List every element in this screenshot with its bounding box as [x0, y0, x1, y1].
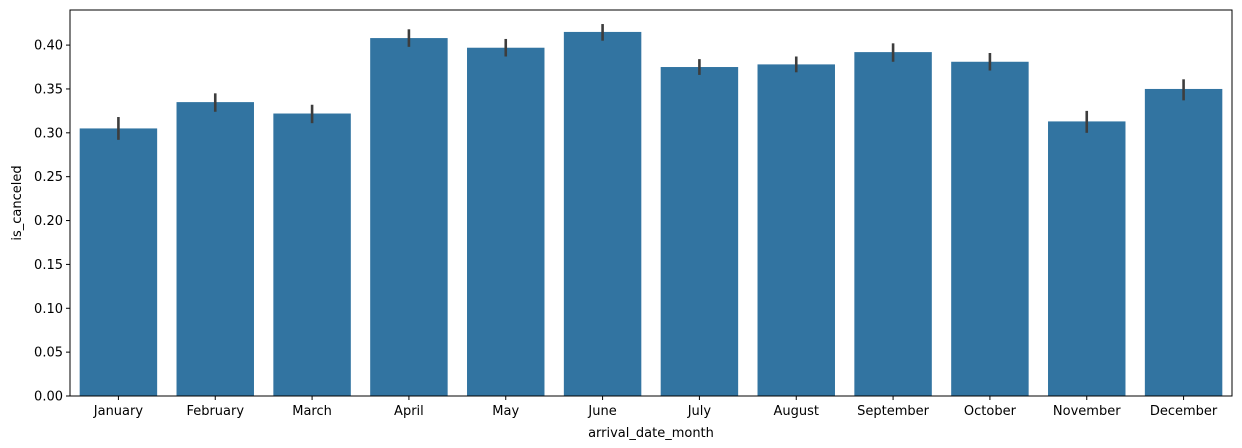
bars-group: [79, 31, 1223, 397]
bar-august: [757, 64, 835, 397]
bar-december: [1144, 88, 1223, 397]
bar-february: [176, 102, 254, 396]
y-tick-label: 0.35: [34, 82, 63, 97]
y-tick-label: 0.10: [34, 302, 63, 317]
y-tick-label: 0.25: [34, 170, 63, 185]
y-tick-label: 0.05: [34, 346, 63, 361]
bar-june: [563, 31, 642, 396]
bar-september: [854, 52, 932, 396]
x-axis-label: arrival_date_month: [588, 426, 714, 441]
bar-november: [1048, 121, 1126, 396]
y-tick-label: 0.40: [34, 39, 63, 54]
bar-october: [951, 61, 1029, 396]
x-tick-label-may: May: [492, 404, 519, 419]
x-tick-label-february: February: [186, 404, 244, 419]
y-axis-ticks: 0.00 0.05 0.10 0.15 0.20 0.25 0.30 0.35 0.40: [34, 39, 70, 405]
x-tick-label-november: November: [1053, 404, 1121, 419]
x-tick-label-april: April: [394, 404, 424, 419]
x-tick-label-october: October: [964, 404, 1017, 419]
plot-frame: [69, 9, 1233, 397]
y-tick-label: 0.00: [34, 390, 63, 405]
bar-may: [467, 47, 545, 397]
y-tick-label: 0.20: [34, 214, 63, 229]
bar-january: [79, 128, 158, 396]
y-tick-label: 0.15: [34, 258, 63, 273]
x-tick-label-december: December: [1150, 404, 1218, 419]
x-tick-label-september: September: [857, 404, 930, 419]
x-tick-label-july: July: [687, 404, 712, 419]
bar-april: [370, 38, 448, 397]
x-tick-label-august: August: [774, 404, 820, 419]
x-tick-label-january: January: [93, 404, 144, 419]
bar-march: [273, 113, 351, 396]
y-axis-label: is_canceled: [10, 165, 25, 240]
x-axis-ticks: January February March April May June July Augu…: [93, 396, 1218, 419]
y-tick-label: 0.30: [34, 126, 63, 141]
error-bars-group: [117, 24, 1185, 140]
x-tick-label-june: June: [587, 404, 616, 419]
bar-july: [660, 67, 739, 396]
x-tick-label-march: March: [292, 404, 332, 419]
